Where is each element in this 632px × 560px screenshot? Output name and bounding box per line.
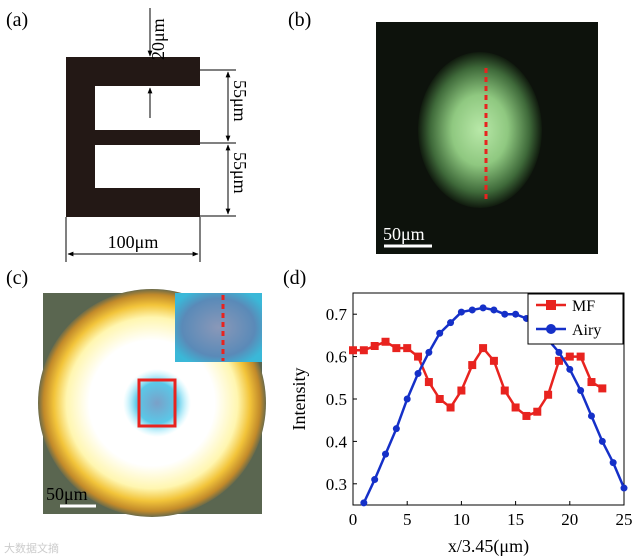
point-airy bbox=[414, 370, 422, 378]
point-mf bbox=[414, 352, 423, 361]
legend-label-airy: Airy bbox=[572, 322, 601, 339]
series-line-mf bbox=[353, 340, 603, 418]
point-airy bbox=[566, 365, 574, 373]
point-airy bbox=[490, 306, 498, 314]
panel-a: (a) 20μm 55μm 55μm 100μm bbox=[6, 8, 250, 262]
point-airy bbox=[360, 499, 368, 507]
point-mf bbox=[457, 386, 466, 395]
point-mf bbox=[587, 378, 596, 387]
x-tick-label: 10 bbox=[453, 510, 470, 529]
point-airy bbox=[577, 387, 585, 395]
point-mf bbox=[359, 346, 368, 355]
panel-label-c: (c) bbox=[6, 267, 28, 289]
point-mf bbox=[598, 384, 607, 393]
y-ticks: 0.3 0.4 0.5 0.6 0.7 bbox=[326, 305, 357, 494]
panel-label-d: (d) bbox=[283, 267, 306, 289]
point-airy bbox=[382, 450, 390, 458]
point-mf bbox=[479, 344, 488, 353]
point-mf bbox=[500, 386, 509, 395]
scalebar-label-c: 50μm bbox=[46, 484, 88, 504]
y-tick-label: 0.5 bbox=[326, 390, 347, 409]
legend-marker-airy bbox=[546, 324, 556, 334]
x-tick-label: 25 bbox=[616, 510, 632, 529]
point-airy bbox=[501, 310, 509, 318]
point-mf bbox=[511, 403, 520, 412]
dim-label-right-2: 55μm bbox=[230, 152, 250, 194]
point-mf bbox=[446, 403, 455, 412]
panel-label-b: (b) bbox=[288, 9, 311, 31]
panel-c: (c) 50μm bbox=[6, 267, 266, 517]
panel-d: (d) 0 5 10 15 20 25 0.3 0.4 0.5 0.6 0.7 x/3.45(μm… bbox=[283, 267, 632, 557]
point-mf bbox=[468, 361, 477, 370]
panel-b: (b) 50μm bbox=[288, 9, 598, 254]
point-mf bbox=[403, 344, 412, 353]
x-axis-label: x/3.45(μm) bbox=[448, 536, 529, 557]
point-mf bbox=[349, 346, 357, 355]
point-mf bbox=[424, 378, 433, 387]
point-airy bbox=[609, 459, 617, 467]
dim-label-top: 20μm bbox=[148, 18, 168, 60]
x-tick-label: 15 bbox=[507, 510, 524, 529]
e-shape bbox=[66, 57, 200, 217]
watermark: 大数据文摘 bbox=[4, 542, 59, 555]
point-airy bbox=[512, 310, 520, 318]
point-airy bbox=[598, 437, 606, 445]
point-airy bbox=[447, 319, 455, 327]
point-mf bbox=[522, 411, 531, 420]
scalebar-label-b: 50μm bbox=[383, 224, 425, 244]
legend-label-mf: MF bbox=[572, 298, 595, 315]
y-axis-label: Intensity bbox=[289, 368, 309, 431]
point-airy bbox=[555, 348, 563, 356]
legend-box bbox=[527, 293, 624, 345]
point-airy bbox=[479, 304, 487, 312]
point-mf bbox=[576, 352, 585, 361]
y-tick-label: 0.4 bbox=[326, 432, 348, 451]
point-mf bbox=[381, 337, 390, 346]
point-airy bbox=[457, 308, 465, 316]
x-tick-label: 5 bbox=[403, 510, 412, 529]
point-airy bbox=[620, 484, 628, 492]
selection-box bbox=[137, 378, 177, 428]
point-mf bbox=[554, 356, 563, 365]
point-airy bbox=[403, 395, 411, 403]
point-mf bbox=[544, 390, 553, 399]
dim-label-bottom: 100μm bbox=[108, 232, 159, 252]
point-mf bbox=[489, 356, 498, 365]
point-mf bbox=[533, 407, 542, 416]
point-mf bbox=[435, 395, 444, 403]
point-airy bbox=[468, 306, 476, 314]
legend: MF Airy bbox=[527, 293, 624, 345]
point-mf bbox=[565, 352, 574, 361]
point-airy bbox=[371, 476, 379, 484]
point-mf bbox=[370, 342, 379, 350]
x-ticks: 0 5 10 15 20 25 bbox=[349, 501, 632, 529]
dim-label-right-1: 55μm bbox=[230, 80, 250, 122]
panel-label-a: (a) bbox=[6, 9, 28, 31]
point-airy bbox=[425, 348, 433, 356]
point-airy bbox=[587, 412, 595, 420]
y-tick-label: 0.6 bbox=[326, 348, 347, 367]
point-airy bbox=[436, 329, 444, 337]
x-tick-label: 0 bbox=[349, 510, 358, 529]
x-tick-label: 20 bbox=[561, 510, 578, 529]
y-tick-label: 0.7 bbox=[326, 305, 348, 324]
y-tick-label: 0.3 bbox=[326, 475, 347, 494]
legend-marker-mf bbox=[546, 300, 556, 310]
focal-spot bbox=[418, 52, 542, 208]
point-mf bbox=[392, 344, 401, 353]
inset-zoom bbox=[175, 293, 262, 362]
point-airy bbox=[392, 425, 400, 433]
